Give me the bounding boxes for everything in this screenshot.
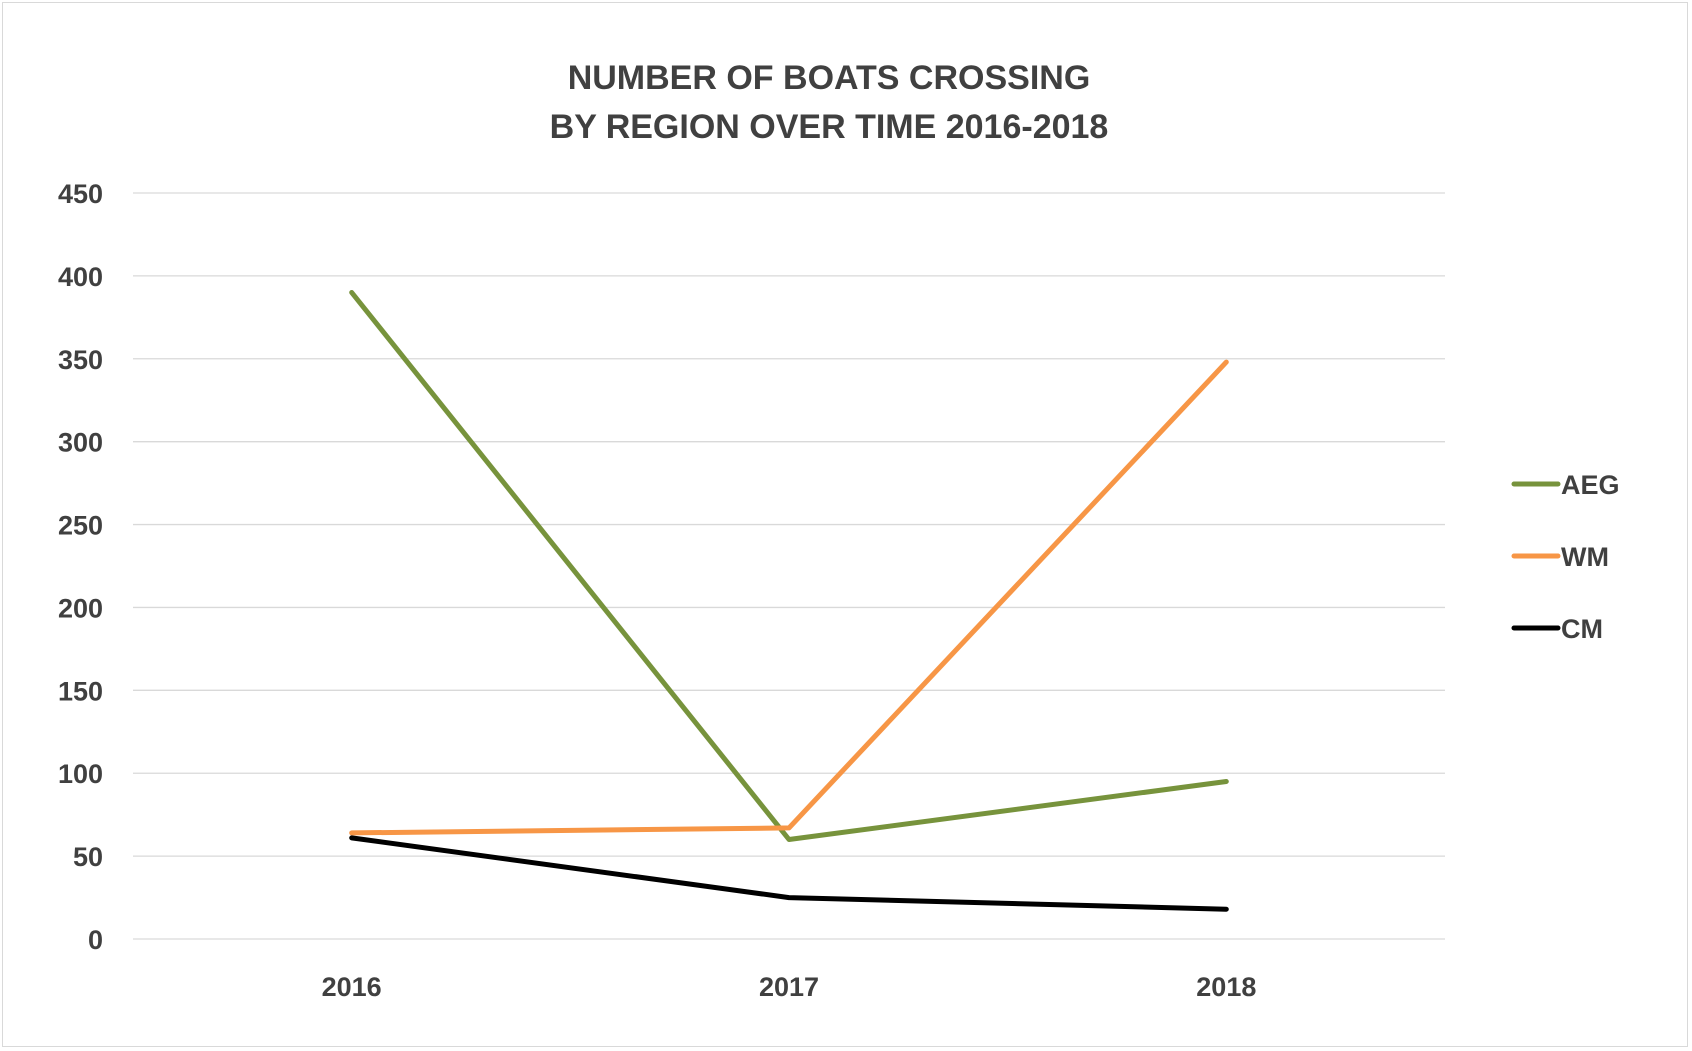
legend: AEG WM CM <box>1511 470 1620 644</box>
gridlines <box>133 192 1445 940</box>
y-tick-label-400: 400 <box>58 262 103 292</box>
y-tick-label-100: 100 <box>58 759 103 789</box>
y-tick-label-200: 200 <box>58 593 103 623</box>
chart-title-line-2: BY REGION OVER TIME 2016-2018 <box>550 108 1109 146</box>
chart-title-line-1: NUMBER OF BOATS CROSSING <box>568 59 1091 97</box>
line-chart: NUMBER OF BOATS CROSSING BY REGION OVER … <box>58 59 1620 1002</box>
legend-label-wm: WM <box>1561 542 1609 572</box>
y-tick-label-0: 0 <box>88 925 103 955</box>
y-tick-label-300: 300 <box>58 428 103 458</box>
series-lines <box>349 290 1229 912</box>
chart-title: NUMBER OF BOATS CROSSING BY REGION OVER … <box>550 59 1109 146</box>
x-tick-label-2018: 2018 <box>1196 972 1256 1002</box>
series-line-cm <box>349 835 1229 912</box>
x-axis-tick-labels: 2016 2017 2018 <box>322 972 1257 1002</box>
x-tick-label-2017: 2017 <box>759 972 819 1002</box>
series-line-wm <box>349 359 1229 836</box>
legend-label-aeg: AEG <box>1561 470 1620 500</box>
y-axis-tick-labels: 0 50 100 150 200 250 300 350 400 450 <box>58 179 103 955</box>
series-line-aeg <box>349 290 1229 842</box>
legend-label-cm: CM <box>1561 614 1603 644</box>
y-tick-label-50: 50 <box>73 842 103 872</box>
y-tick-label-150: 150 <box>58 676 103 706</box>
y-tick-label-350: 350 <box>58 345 103 375</box>
y-tick-label-450: 450 <box>58 179 103 209</box>
y-tick-label-250: 250 <box>58 511 103 541</box>
x-tick-label-2016: 2016 <box>322 972 382 1002</box>
